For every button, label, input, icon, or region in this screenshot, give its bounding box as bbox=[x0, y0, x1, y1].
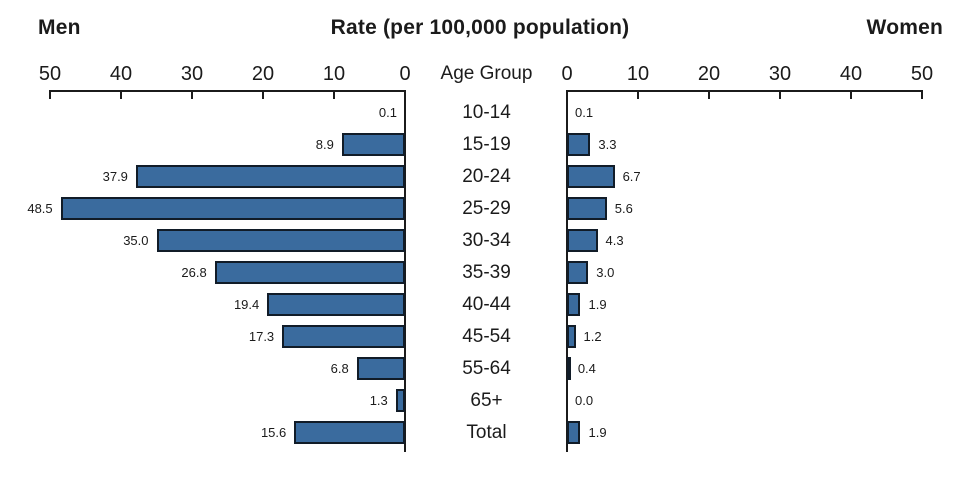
women-value-label: 6.7 bbox=[622, 169, 641, 184]
men-value-label: 6.8 bbox=[330, 361, 349, 376]
women-axis-tick-label: 20 bbox=[697, 63, 721, 85]
age-label: 40-44 bbox=[462, 294, 511, 315]
men-bar bbox=[156, 229, 405, 252]
men-value-label: 19.4 bbox=[233, 297, 260, 312]
age-label: 65+ bbox=[470, 390, 503, 411]
men-axis-tick bbox=[120, 90, 122, 99]
men-value-label: 1.3 bbox=[369, 393, 388, 408]
women-bar bbox=[567, 229, 598, 252]
men-axis-tick bbox=[404, 90, 406, 99]
men-value-label: 0.1 bbox=[378, 105, 397, 120]
men-axis-tick bbox=[333, 90, 335, 99]
men-axis-tick bbox=[49, 90, 51, 99]
women-axis-tick-label: 10 bbox=[626, 63, 650, 85]
women-bar bbox=[567, 421, 581, 444]
men-value-label: 15.6 bbox=[260, 425, 287, 440]
men-axis-spine bbox=[404, 90, 406, 452]
men-axis-tick-label: 0 bbox=[399, 63, 411, 85]
women-value-label: 1.2 bbox=[583, 329, 602, 344]
men-axis-tick-label: 40 bbox=[109, 63, 133, 85]
age-label: 20-24 bbox=[462, 166, 511, 187]
women-bar bbox=[567, 293, 581, 316]
men-value-label: 8.9 bbox=[315, 137, 334, 152]
age-label: 10-14 bbox=[462, 102, 511, 123]
age-label: Total bbox=[466, 422, 507, 443]
men-bar bbox=[395, 389, 405, 412]
women-title: Women bbox=[866, 16, 943, 39]
women-bar bbox=[567, 261, 589, 284]
men-bar bbox=[214, 261, 405, 284]
women-value-label: 0.1 bbox=[575, 105, 594, 120]
women-value-label: 1.9 bbox=[588, 425, 607, 440]
men-value-label: 35.0 bbox=[123, 233, 149, 248]
men-axis-tick-label: 10 bbox=[322, 63, 346, 85]
men-bar bbox=[294, 421, 405, 444]
men-bar bbox=[60, 197, 405, 220]
women-axis-tick bbox=[850, 90, 852, 99]
men-value-label: 37.9 bbox=[102, 169, 128, 184]
men-bar bbox=[282, 325, 405, 348]
men-axis-line bbox=[50, 90, 406, 92]
women-axis-tick bbox=[779, 90, 781, 99]
women-axis-tick-label: 50 bbox=[910, 63, 934, 85]
women-value-label: 3.0 bbox=[596, 265, 615, 280]
women-axis-tick bbox=[921, 90, 923, 99]
age-group-header: Age Group bbox=[440, 63, 533, 84]
men-bar bbox=[356, 357, 405, 380]
men-axis-tick bbox=[262, 90, 264, 99]
women-axis-line bbox=[566, 90, 923, 92]
men-value-label: 48.5 bbox=[27, 201, 53, 216]
women-axis-tick-label: 30 bbox=[768, 63, 792, 85]
men-axis-tick bbox=[191, 90, 193, 99]
women-bar bbox=[567, 165, 615, 188]
women-value-label: 1.9 bbox=[588, 297, 607, 312]
women-value-label: 0.0 bbox=[575, 393, 594, 408]
chart-title: Rate (per 100,000 population) bbox=[330, 16, 630, 39]
women-axis-tick bbox=[708, 90, 710, 99]
men-axis-tick-label: 20 bbox=[251, 63, 275, 85]
women-bar bbox=[567, 325, 576, 348]
women-value-label: 3.3 bbox=[598, 137, 617, 152]
men-axis-tick-label: 30 bbox=[180, 63, 204, 85]
men-bar bbox=[341, 133, 405, 156]
men-title: Men bbox=[38, 16, 81, 39]
women-axis-tick bbox=[637, 90, 639, 99]
age-label: 55-64 bbox=[462, 358, 511, 379]
men-value-label: 26.8 bbox=[181, 265, 207, 280]
age-label: 45-54 bbox=[462, 326, 511, 347]
men-bar bbox=[135, 165, 405, 188]
women-value-label: 5.6 bbox=[614, 201, 633, 216]
women-axis-tick-label: 40 bbox=[839, 63, 863, 85]
men-axis-tick-label: 50 bbox=[38, 63, 62, 85]
women-axis-tick-label: 0 bbox=[561, 63, 573, 85]
age-label: 35-39 bbox=[462, 262, 511, 283]
women-bar bbox=[567, 197, 607, 220]
women-value-label: 0.4 bbox=[577, 361, 596, 376]
age-label: 25-29 bbox=[462, 198, 511, 219]
women-bar bbox=[567, 133, 591, 156]
age-label: 30-34 bbox=[462, 230, 511, 251]
women-bar bbox=[567, 357, 571, 380]
women-axis-tick bbox=[566, 90, 568, 99]
men-bar bbox=[267, 293, 405, 316]
men-value-label: 17.3 bbox=[248, 329, 275, 344]
age-label: 15-19 bbox=[462, 134, 511, 155]
women-value-label: 4.3 bbox=[605, 233, 624, 248]
